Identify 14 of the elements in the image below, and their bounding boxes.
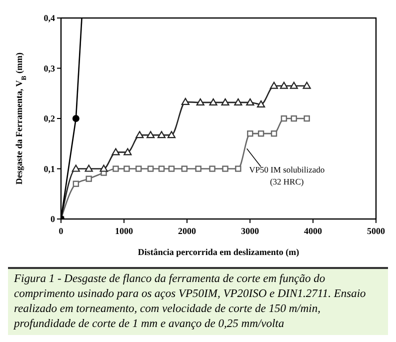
x-tick-label: 4000 — [304, 226, 322, 236]
x-tick-label: 5000 — [367, 226, 386, 236]
x-tick-label: 0 — [58, 226, 64, 236]
x-axis-title: Distância percorrida em deslizamento (m) — [138, 247, 300, 257]
annotation: VP50 IM solubilizado (32 HRC) — [249, 164, 325, 187]
x-tick-label: 2000 — [178, 226, 196, 236]
y-tick-label: 0,1 — [44, 164, 56, 174]
x-tick-label: 1000 — [115, 226, 134, 236]
x-tick-label: 3000 — [241, 226, 260, 236]
y-tick-label: 0,2 — [44, 114, 56, 124]
text: Figura 1 - Desgaste de flanco da ferramenta de corte em função do comprimento usinado para os aços VP50IM, VP20ISO e DIN1.2711. Ensaio realizado em torneamento, com velocidade de corte de 150 m/min, profundidade de corte de 1 mm e avanço de 0,25 mm/volta — [8, 267, 388, 335]
y-tick-label: 0,3 — [44, 63, 56, 74]
y-tick-label: 0,4 — [44, 13, 56, 23]
y-tick-label: 0 — [50, 214, 56, 224]
